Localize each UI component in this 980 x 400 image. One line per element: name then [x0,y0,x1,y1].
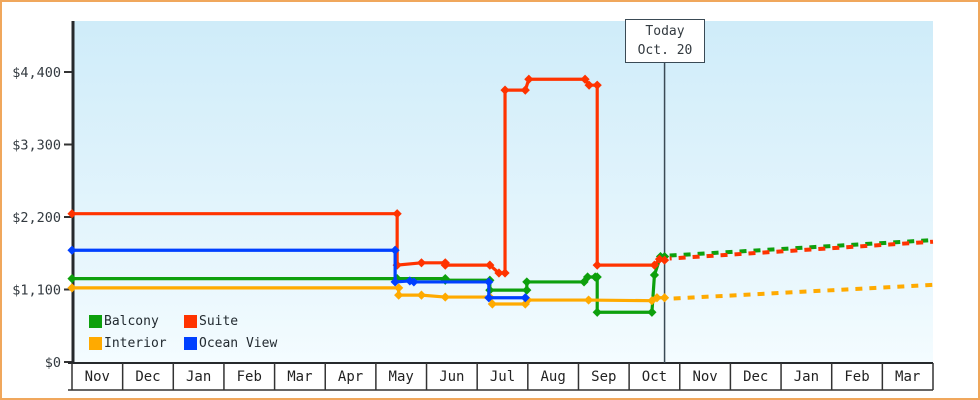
legend-item-ocean-view: Ocean View [184,336,277,351]
legend-item-interior: Interior [89,336,184,351]
y-tick-label: $3,300 [12,138,61,154]
data-point-suite [67,209,77,219]
series-ocean-view [67,245,530,303]
data-point-interior [440,292,450,302]
data-point-suite [649,260,660,270]
projection-line-balcony [669,238,934,258]
month-label: Aug [540,369,565,385]
today-date: Oct. 20 [637,43,693,58]
data-point-interior [394,283,404,293]
data-point-balcony [522,285,532,295]
data-point-suite [500,268,510,278]
month-label: Mar [895,369,920,385]
data-point-balcony [649,270,660,280]
month-label: Jul [490,369,515,385]
today-marker-box: Today Oct. 20 [625,19,705,63]
today-label: Today [645,24,685,39]
data-point-ocean-view [390,245,400,255]
y-tick-label: $0 [45,355,61,371]
data-point-interior [647,296,657,306]
data-point-suite [592,260,602,270]
y-tick-label: $1,100 [12,283,61,299]
data-point-balcony [592,272,602,282]
legend-label: Interior [104,336,167,351]
month-label: Apr [338,369,363,385]
data-point-suite [392,209,402,219]
data-point-balcony [67,274,77,284]
data-point-ocean-view [390,277,400,287]
balcony-swatch-icon [89,315,102,328]
data-point-interior [487,299,497,309]
projection-line-suite [669,239,934,261]
month-label: Dec [743,369,768,385]
legend-label: Suite [199,314,239,329]
data-point-suite [654,254,665,264]
data-point-ocean-view [484,293,494,303]
legend-item-suite: Suite [184,314,277,329]
data-point-interior [652,293,662,303]
data-point-interior [523,295,533,305]
data-point-suite [580,74,590,84]
series-interior [67,282,934,309]
y-tick-label: $4,400 [12,65,61,81]
data-point-interior [584,295,594,305]
legend-item-balcony: Balcony [89,314,184,329]
month-label: Dec [135,369,160,385]
data-point-suite [659,255,670,265]
data-point-balcony [592,307,602,317]
data-point-ocean-view [67,245,77,255]
month-label: Mar [287,369,312,385]
data-point-suite [440,260,450,270]
data-point-suite [520,85,530,95]
data-point-suite [500,85,510,95]
data-point-suite [592,80,602,90]
data-point-suite [524,74,534,84]
month-label: Nov [692,369,717,385]
data-point-balcony [582,272,593,282]
data-point-ocean-view [520,293,530,303]
month-label: Jun [439,369,464,385]
data-point-interior [416,290,427,300]
month-label: Oct [642,369,667,385]
month-label: May [389,369,414,385]
plot-area [73,21,933,363]
data-point-balcony [440,275,450,285]
data-point-ocean-view [409,277,419,287]
y-tick-label: $2,200 [12,210,61,226]
data-point-suite [494,268,504,278]
data-point-balcony [579,277,589,287]
data-point-suite [485,260,495,270]
data-point-suite [584,80,594,90]
data-point-suite [416,258,427,268]
interior-swatch-icon [89,337,102,350]
legend-label: Balcony [104,314,159,329]
suite-swatch-icon [184,315,197,328]
chart-legend: Balcony Suite Interior Ocean View [89,314,277,351]
month-label: Jan [794,369,819,385]
month-label: Feb [844,369,869,385]
projection-line-interior [669,282,934,301]
data-point-balcony [647,307,657,317]
legend-label: Ocean View [199,336,278,351]
data-point-balcony [522,277,532,287]
month-label: Sep [591,369,616,385]
data-point-interior [394,290,404,300]
data-point-ocean-view [484,277,494,287]
month-label: Jan [186,369,211,385]
data-point-interior [67,283,77,293]
month-label: Nov [85,369,110,385]
data-point-interior [659,293,670,303]
ocean-view-swatch-icon [184,337,197,350]
month-label: Feb [237,369,262,385]
